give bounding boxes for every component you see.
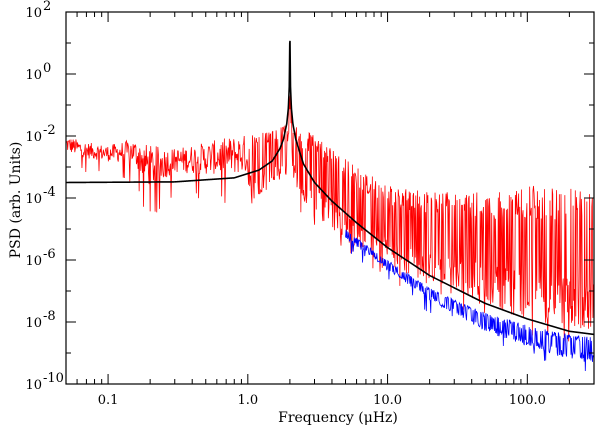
- series-0-line: [66, 94, 594, 342]
- y-tick-exponent: -10: [43, 371, 64, 386]
- y-tick-label: 10: [25, 316, 42, 331]
- y-axis-title: PSD (arb. Units): [8, 142, 24, 259]
- x-tick-label: 10.0: [373, 393, 402, 408]
- y-tick-label: 10: [25, 254, 42, 269]
- series-0: [66, 94, 594, 342]
- y-tick-label: 10: [25, 130, 42, 145]
- x-tick-label: 0.1: [98, 393, 119, 408]
- y-tick-exponent: -8: [43, 309, 56, 324]
- series-1: [345, 229, 594, 372]
- ticks-layer: [65, 11, 595, 385]
- y-tick-label: 10: [25, 6, 42, 21]
- y-tick-exponent: -4: [43, 185, 56, 200]
- y-tick-exponent: 0: [43, 61, 51, 76]
- series-1-line: [345, 229, 594, 372]
- y-tick-label: 10: [25, 68, 42, 83]
- x-axis-title: Frequency (μHz): [278, 410, 398, 426]
- x-tick-label: 100.0: [509, 393, 546, 408]
- series-2: [66, 40, 594, 336]
- series-layer: [66, 40, 594, 372]
- y-tick-exponent: 2: [43, 0, 51, 14]
- y-tick-label: 10: [25, 192, 42, 207]
- y-tick-exponent: -2: [43, 123, 56, 138]
- series-2-line: [66, 40, 594, 336]
- y-tick-exponent: -6: [43, 247, 56, 262]
- x-tick-label: 1.0: [237, 393, 258, 408]
- y-tick-label: 10: [25, 378, 42, 393]
